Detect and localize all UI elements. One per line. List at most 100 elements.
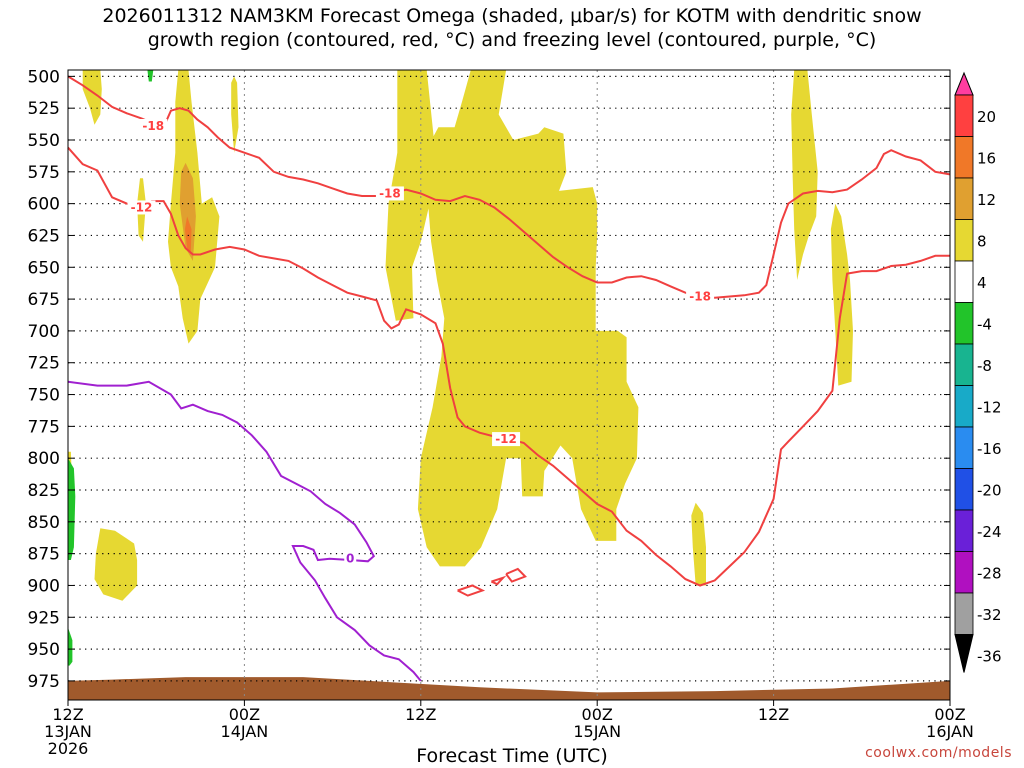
colorbar-bin-8 xyxy=(954,426,974,469)
dgz-lower-contour xyxy=(67,146,950,587)
contour-label-bg-3 xyxy=(492,432,521,447)
colorbar-label-2: 12 xyxy=(977,191,996,209)
contour-label-layer: -18 -12 -18 -12 -18 0 xyxy=(127,119,715,566)
colorbar-bin-9 xyxy=(954,468,974,511)
y-tick-label-3: 575 xyxy=(28,163,60,183)
omega-region-12 xyxy=(830,203,853,386)
plot-frame xyxy=(67,69,951,701)
y-tick-label-18: 950 xyxy=(28,640,60,660)
y-tick-label-6: 650 xyxy=(28,258,60,278)
terrain-fill xyxy=(68,677,950,700)
contour-label-0: -18 xyxy=(142,119,164,133)
colorbar-bin-6 xyxy=(954,343,974,386)
y-tick-label-15: 875 xyxy=(28,545,60,565)
x-tick-label-3-0: 00Z xyxy=(582,705,613,724)
colorbar-label-8: -16 xyxy=(977,440,1002,458)
chart-title-line2: growth region (contoured, red, °C) and f… xyxy=(147,29,877,51)
y-tick-label-0: 500 xyxy=(28,67,60,87)
contour-label-5: 0 xyxy=(346,552,354,566)
colorbar-bin-12 xyxy=(954,592,974,635)
omega-region-10 xyxy=(691,502,706,586)
freezing-level-contour xyxy=(67,380,422,682)
omega-region-4 xyxy=(231,76,239,153)
colorbar: 20 16 12 8 4 -4 -8 -12 -16 -20 -24 -28 -32 -36 xyxy=(954,71,1002,673)
y-tick-label-17: 925 xyxy=(28,608,60,628)
y-tick-label-5: 625 xyxy=(28,226,60,246)
colorbar-label-10: -24 xyxy=(977,523,1002,541)
y-tick-label-1: 525 xyxy=(28,99,60,119)
x-tick-label-0-2: 2026 xyxy=(48,739,89,758)
contour-label-3: -12 xyxy=(495,432,517,446)
x-tick-label-5-0: 00Z xyxy=(934,705,965,724)
colorbar-label-1: 16 xyxy=(977,150,996,168)
colorbar-label-13: -36 xyxy=(977,648,1002,666)
x-tick-label-4-0: 12Z xyxy=(758,705,789,724)
y-tick-label-10: 750 xyxy=(28,386,60,406)
colorbar-bin-7 xyxy=(954,385,974,428)
y-tick-label-16: 900 xyxy=(28,576,60,596)
contour-label-bg-1 xyxy=(127,200,156,215)
x-tick-label-0-0: 12Z xyxy=(52,705,83,724)
x-tick-label-3-1: 15JAN xyxy=(573,722,621,741)
contour-label-2: -18 xyxy=(379,186,401,200)
colorbar-bin-4 xyxy=(954,260,974,303)
colorbar-bin-3 xyxy=(954,219,974,262)
colorbar-bin-1 xyxy=(954,136,974,179)
colorbar-bin-11 xyxy=(954,551,974,594)
omega-region-11 xyxy=(791,70,818,280)
colorbar-top-arrow xyxy=(954,71,974,96)
x-tick-label-1-0: 00Z xyxy=(229,705,260,724)
colorbar-label-12: -32 xyxy=(977,606,1002,624)
colorbar-label-5: -4 xyxy=(977,316,992,334)
x-tick-label-2-0: 12Z xyxy=(405,705,436,724)
omega-region-0 xyxy=(82,70,102,125)
omega-region-8 xyxy=(385,70,434,321)
contour-label-bg-5 xyxy=(344,551,357,566)
chart-title-line1: 2026011312 NAM3KM Forecast Omega (shaded… xyxy=(102,5,922,27)
x-tick-label-1-1: 14JAN xyxy=(221,722,269,741)
contour-label-bg-0 xyxy=(139,119,168,133)
omega-region-15 xyxy=(68,627,73,666)
colorbar-label-9: -20 xyxy=(977,482,1002,500)
omega-region-7 xyxy=(94,528,138,601)
y-tick-label-8: 700 xyxy=(28,322,60,342)
x-axis-label: Forecast Time (UTC) xyxy=(416,745,608,767)
colorbar-bin-5 xyxy=(954,302,974,345)
contour-label-1: -12 xyxy=(131,200,153,214)
colorbar-bin-0 xyxy=(954,94,974,137)
credit-text: coolwx.com/models xyxy=(865,745,1012,761)
y-tick-label-4: 600 xyxy=(28,195,60,215)
x-tick-label-0-1: 13JAN xyxy=(44,722,92,741)
colorbar-label-4: 4 xyxy=(977,274,987,292)
omega-shading-layer xyxy=(68,70,950,700)
colorbar-label-6: -8 xyxy=(977,357,992,375)
colorbar-label-3: 8 xyxy=(977,233,987,251)
y-tick-label-2: 550 xyxy=(28,131,60,151)
y-tick-label-14: 850 xyxy=(28,513,60,533)
colorbar-bin-10 xyxy=(954,509,974,552)
contour-layer xyxy=(67,75,951,682)
y-tick-label-7: 675 xyxy=(28,290,60,310)
colorbar-label-11: -28 xyxy=(977,565,1002,583)
contour-label-bg-2 xyxy=(375,186,404,201)
colorbar-label-7: -12 xyxy=(977,399,1002,417)
small-contour-0 xyxy=(457,584,486,597)
dgz-upper-contour xyxy=(67,75,951,299)
small-contour-2 xyxy=(505,567,527,583)
small-contour-1 xyxy=(490,575,507,586)
chart-title: 2026011312 NAM3KM Forecast Omega (shaded… xyxy=(0,4,1024,52)
omega-region-14 xyxy=(68,458,76,560)
x-tick-label-5-1: 16JAN xyxy=(926,722,974,741)
y-tick-label-13: 825 xyxy=(28,481,60,501)
y-tick-label-9: 725 xyxy=(28,354,60,374)
colorbar-bottom-arrow xyxy=(954,634,974,673)
y-tick-label-12: 800 xyxy=(28,449,60,469)
omega-region-2 xyxy=(179,162,196,261)
omega-region-9 xyxy=(417,70,639,567)
y-tick-label-11: 775 xyxy=(28,417,60,437)
colorbar-label-0: 20 xyxy=(977,108,996,126)
contour-label-4: -18 xyxy=(689,290,711,304)
colorbar-bin-2 xyxy=(954,177,974,220)
